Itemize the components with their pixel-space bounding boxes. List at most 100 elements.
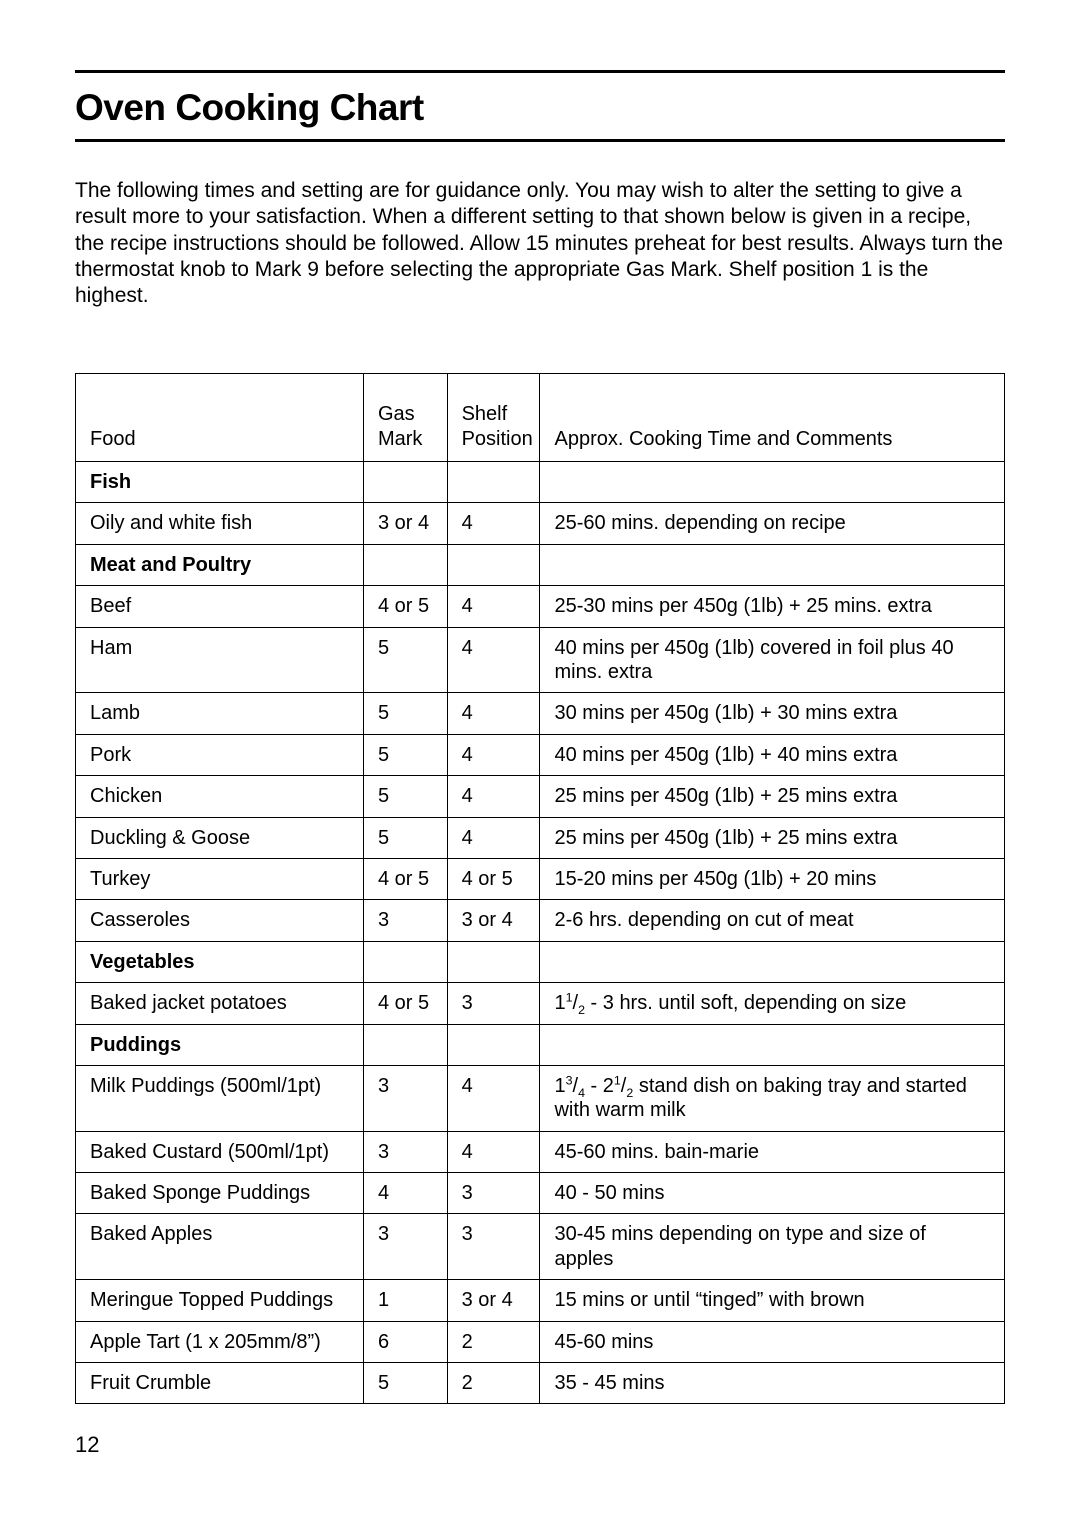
table-row: Baked Apples3330-45 mins depending on ty…: [76, 1214, 1005, 1280]
cell-food: Meringue Topped Puddings: [76, 1280, 364, 1321]
cell-comments: 45-60 mins. bain-marie: [540, 1131, 1005, 1172]
table-row: Turkey4 or 54 or 515-20 mins per 450g (1…: [76, 858, 1005, 899]
cell-comments: 25 mins per 450g (1lb) + 25 mins extra: [540, 776, 1005, 817]
cell-food: Baked jacket potatoes: [76, 983, 364, 1024]
cell-gas-mark: 5: [363, 817, 447, 858]
cell-gas-mark: 4: [363, 1173, 447, 1214]
cell-gas-mark: [363, 1024, 447, 1065]
table-row: Milk Puddings (500ml/1pt)3413/4 - 21/2 s…: [76, 1065, 1005, 1131]
cell-food: Milk Puddings (500ml/1pt): [76, 1065, 364, 1131]
cell-food: Baked Custard (500ml/1pt): [76, 1131, 364, 1172]
cell-gas-mark: 5: [363, 734, 447, 775]
cell-food: Duckling & Goose: [76, 817, 364, 858]
cell-comments: 40 - 50 mins: [540, 1173, 1005, 1214]
cell-gas-mark: 5: [363, 693, 447, 734]
table-row: Apple Tart (1 x 205mm/8”)6245-60 mins: [76, 1321, 1005, 1362]
table-row: Oily and white fish3 or 4425-60 mins. de…: [76, 503, 1005, 544]
cell-shelf: 3 or 4: [447, 900, 540, 941]
cell-shelf: 4: [447, 627, 540, 693]
cell-food: Beef: [76, 586, 364, 627]
table-row: Casseroles33 or 42-6 hrs. depending on c…: [76, 900, 1005, 941]
cell-comments: 30-45 mins depending on type and size of…: [540, 1214, 1005, 1280]
table-row: Meringue Topped Puddings13 or 415 mins o…: [76, 1280, 1005, 1321]
cell-comments: 45-60 mins: [540, 1321, 1005, 1362]
cell-comments: 2-6 hrs. depending on cut of meat: [540, 900, 1005, 941]
col-gas-mark-l2: Mark: [378, 428, 422, 450]
cell-gas-mark: 3: [363, 1065, 447, 1131]
cell-comments: 40 mins per 450g (1lb) covered in foil p…: [540, 627, 1005, 693]
table-body: FishOily and white fish3 or 4425-60 mins…: [76, 462, 1005, 1404]
table-head: Food Gas Mark Shelf Position Approx. Coo…: [76, 374, 1005, 462]
col-gas-mark-l1: Gas: [378, 403, 415, 425]
cell-gas-mark: [363, 462, 447, 503]
cell-shelf: [447, 941, 540, 982]
cell-gas-mark: 5: [363, 776, 447, 817]
cell-comments: 25-60 mins. depending on recipe: [540, 503, 1005, 544]
table-row: Meat and Poultry: [76, 544, 1005, 585]
cell-food: Meat and Poultry: [76, 544, 364, 585]
cell-food: Puddings: [76, 1024, 364, 1065]
cell-shelf: 4: [447, 734, 540, 775]
cell-comments: [540, 544, 1005, 585]
cell-comments: 25-30 mins per 450g (1lb) + 25 mins. ext…: [540, 586, 1005, 627]
cell-gas-mark: 1: [363, 1280, 447, 1321]
cell-gas-mark: [363, 941, 447, 982]
table-row: Chicken5425 mins per 450g (1lb) + 25 min…: [76, 776, 1005, 817]
cell-gas-mark: 4 or 5: [363, 586, 447, 627]
table-row: Pork5440 mins per 450g (1lb) + 40 mins e…: [76, 734, 1005, 775]
cell-shelf: 3 or 4: [447, 1280, 540, 1321]
table-row: Lamb5430 mins per 450g (1lb) + 30 mins e…: [76, 693, 1005, 734]
table-row: Baked Sponge Puddings4340 - 50 mins: [76, 1173, 1005, 1214]
cell-gas-mark: 3: [363, 900, 447, 941]
col-comments: Approx. Cooking Time and Comments: [540, 374, 1005, 462]
cell-food: Oily and white fish: [76, 503, 364, 544]
cell-shelf: [447, 462, 540, 503]
cell-gas-mark: 3: [363, 1214, 447, 1280]
col-shelf-l1: Shelf: [462, 403, 508, 425]
cell-shelf: 4: [447, 1065, 540, 1131]
intro-text: The following times and setting are for …: [75, 178, 1005, 309]
cell-food: Lamb: [76, 693, 364, 734]
table-row: Baked jacket potatoes4 or 5311/2 - 3 hrs…: [76, 983, 1005, 1024]
cell-shelf: 4 or 5: [447, 858, 540, 899]
cell-food: Pork: [76, 734, 364, 775]
cell-food: Chicken: [76, 776, 364, 817]
cell-shelf: [447, 1024, 540, 1065]
cell-food: Fish: [76, 462, 364, 503]
cell-shelf: 2: [447, 1321, 540, 1362]
page: Oven Cooking Chart The following times a…: [0, 0, 1080, 1518]
col-shelf: Shelf Position: [447, 374, 540, 462]
table-row: Puddings: [76, 1024, 1005, 1065]
cell-comments: [540, 941, 1005, 982]
table-header-row: Food Gas Mark Shelf Position Approx. Coo…: [76, 374, 1005, 462]
cell-food: Fruit Crumble: [76, 1363, 364, 1404]
cell-gas-mark: 6: [363, 1321, 447, 1362]
cell-shelf: 3: [447, 983, 540, 1024]
cell-comments: 11/2 - 3 hrs. until soft, depending on s…: [540, 983, 1005, 1024]
cell-comments: [540, 1024, 1005, 1065]
cell-shelf: [447, 544, 540, 585]
cell-food: Apple Tart (1 x 205mm/8”): [76, 1321, 364, 1362]
col-gas-mark: Gas Mark: [363, 374, 447, 462]
page-title: Oven Cooking Chart: [75, 79, 1005, 139]
cell-comments: 15-20 mins per 450g (1lb) + 20 mins: [540, 858, 1005, 899]
cell-comments: 35 - 45 mins: [540, 1363, 1005, 1404]
cooking-table: Food Gas Mark Shelf Position Approx. Coo…: [75, 373, 1005, 1404]
cell-shelf: 4: [447, 693, 540, 734]
cell-food: Baked Apples: [76, 1214, 364, 1280]
title-block: Oven Cooking Chart: [75, 79, 1005, 139]
cell-shelf: 4: [447, 503, 540, 544]
cell-gas-mark: 4 or 5: [363, 983, 447, 1024]
cell-comments: 15 mins or until “tinged” with brown: [540, 1280, 1005, 1321]
cell-food: Vegetables: [76, 941, 364, 982]
cell-food: Ham: [76, 627, 364, 693]
table-row: Baked Custard (500ml/1pt)3445-60 mins. b…: [76, 1131, 1005, 1172]
cell-shelf: 4: [447, 776, 540, 817]
table-row: Fish: [76, 462, 1005, 503]
cell-shelf: 2: [447, 1363, 540, 1404]
cell-comments: 13/4 - 21/2 stand dish on baking tray an…: [540, 1065, 1005, 1131]
col-food: Food: [76, 374, 364, 462]
cell-gas-mark: [363, 544, 447, 585]
cell-gas-mark: 3 or 4: [363, 503, 447, 544]
cell-comments: [540, 462, 1005, 503]
